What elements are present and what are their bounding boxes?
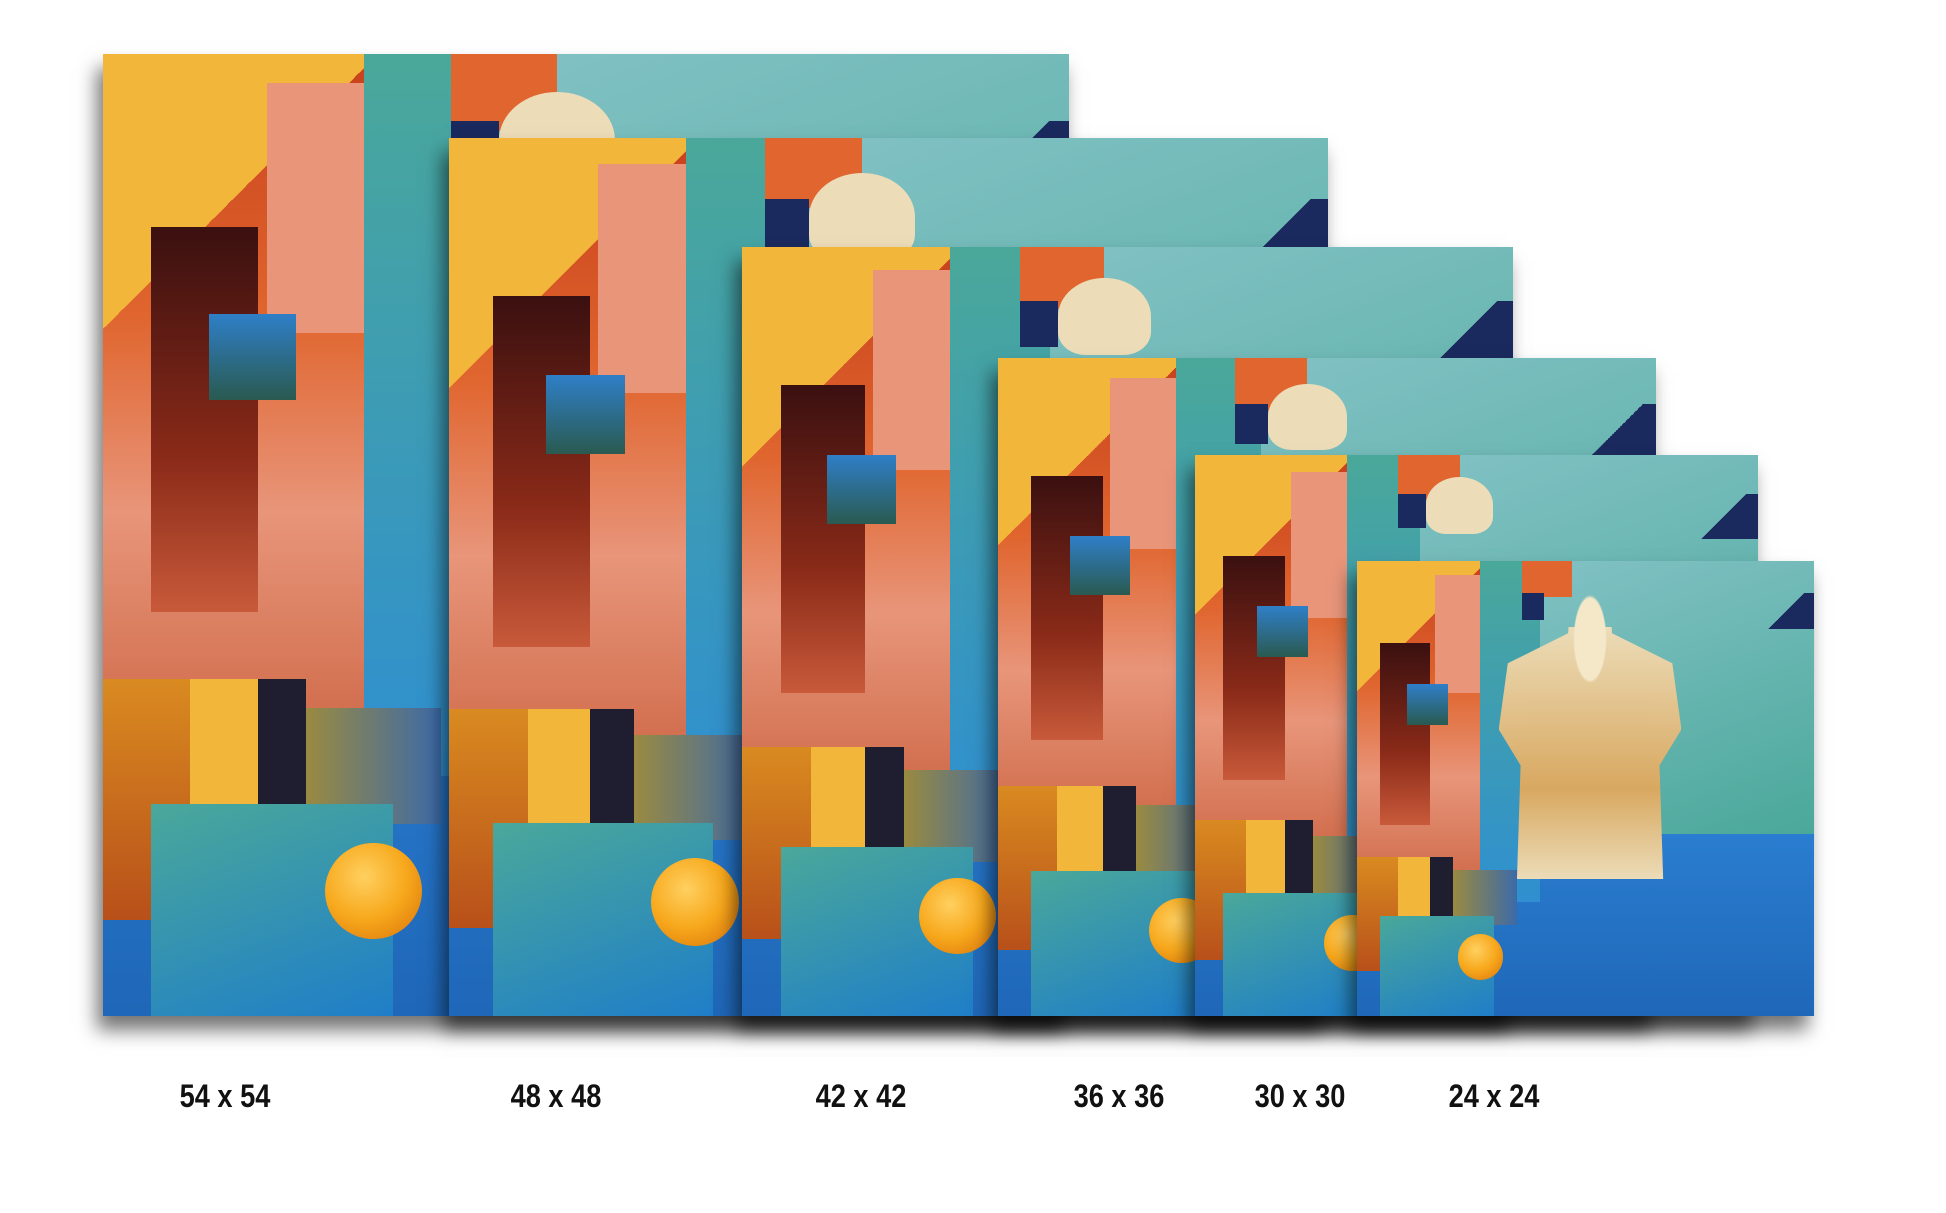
art-yellow-bar bbox=[1398, 856, 1431, 925]
art-dark-doorway bbox=[1030, 476, 1104, 740]
art-dark-doorway bbox=[780, 385, 866, 693]
art-right-triangle bbox=[1577, 404, 1656, 457]
size-label-24: 24 x 24 bbox=[1448, 1078, 1540, 1114]
art-navy-block bbox=[1234, 404, 1268, 444]
art-ochre-bar bbox=[1452, 870, 1517, 925]
art-right-triangle bbox=[1420, 300, 1513, 363]
art-blue-square bbox=[1070, 535, 1130, 595]
art-blue-square bbox=[826, 454, 897, 524]
size-label-54: 54 x 54 bbox=[179, 1078, 271, 1114]
orange-sphere bbox=[325, 842, 422, 940]
art-pink-panel bbox=[873, 270, 951, 470]
art-pink-panel bbox=[1434, 574, 1481, 693]
canvas-24 bbox=[1357, 561, 1814, 1016]
orange-sphere bbox=[1457, 934, 1504, 980]
art-ochre-bar bbox=[903, 769, 1012, 863]
art-navy-block bbox=[1521, 592, 1545, 621]
art-dark-bar bbox=[1430, 856, 1453, 930]
art-navy-block bbox=[1397, 494, 1426, 528]
size-label-36: 36 x 36 bbox=[1073, 1078, 1165, 1114]
statue bbox=[1425, 477, 1494, 534]
statue bbox=[1267, 384, 1347, 451]
art-yellow-bar bbox=[1245, 819, 1286, 904]
orange-sphere bbox=[651, 857, 740, 946]
art-dark-doorway bbox=[1223, 555, 1286, 781]
art-right-triangle bbox=[1759, 592, 1814, 630]
art-dark-doorway bbox=[492, 296, 590, 648]
art-blue-square bbox=[545, 375, 625, 455]
art-blue-square bbox=[1407, 683, 1449, 725]
art-blue-square bbox=[209, 313, 297, 401]
art-yellow-bar bbox=[189, 679, 258, 824]
art-blue-square bbox=[1256, 606, 1308, 657]
art-ochre-bar bbox=[305, 708, 442, 824]
art-dark-doorway bbox=[1379, 642, 1431, 825]
art-yellow-bar bbox=[811, 746, 866, 863]
orange-sphere bbox=[919, 877, 997, 955]
art-navy-block bbox=[1019, 300, 1059, 347]
art-yellow-bar bbox=[528, 708, 590, 841]
size-label-42: 42 x 42 bbox=[815, 1078, 907, 1114]
art-pink-panel bbox=[598, 164, 687, 393]
art-pink-panel bbox=[267, 82, 364, 333]
size-label-30: 30 x 30 bbox=[1254, 1078, 1346, 1114]
size-label-48: 48 x 48 bbox=[510, 1078, 602, 1114]
statue bbox=[809, 173, 915, 261]
statue bbox=[1058, 277, 1151, 355]
art-right-triangle bbox=[1690, 494, 1758, 540]
art-navy-block bbox=[765, 199, 810, 253]
art-pink-panel bbox=[1290, 471, 1347, 618]
art-orange-block bbox=[1521, 561, 1572, 598]
art-yellow-bar bbox=[1057, 785, 1104, 885]
art-dark-doorway bbox=[151, 227, 258, 612]
art-pink-panel bbox=[1109, 377, 1176, 549]
